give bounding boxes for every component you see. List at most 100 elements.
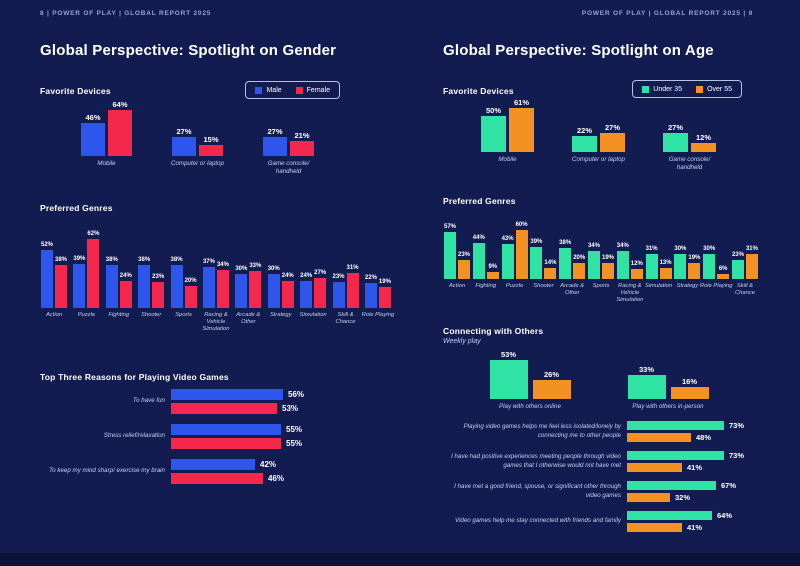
bar-value-label: 64% [717,510,733,520]
bar-value-label: 20% [573,255,586,261]
bar-value-label: 31% [346,265,359,271]
bar-female [314,278,327,308]
bar-value-label: 27% [604,122,620,132]
bar-value-label: 30% [235,266,248,272]
bar-value-label: 32% [675,492,691,502]
category-label: Sports [175,312,192,318]
bar-pair: 30% 19% [674,220,700,279]
legend-item-male: Male [255,86,282,94]
bar-value-label: 38% [55,257,68,263]
bar-cell: 38% [105,257,118,308]
bar-cell: 38% [170,257,183,308]
bar-female [108,110,132,156]
bar-value-label: 23% [731,252,744,258]
bar-group: I have met a good friend, spouse, or sig… [443,481,744,502]
bar-cell: 48% [627,433,744,442]
category-label: Computer or laptop [572,156,625,163]
heading-preferred-genres-gender: Preferred Genres [40,203,113,213]
bar-value-label: 61% [513,97,529,107]
bar-over-55 [544,268,557,279]
page-title-gender: Global Perspective: Spotlight on Gender [40,42,337,59]
bar-value-label: 34% [616,243,629,249]
bar-group: 38% 23% Shooter [137,228,165,334]
bar-cell: 60% [515,222,528,279]
category-label: Skill & Chance [734,283,755,297]
bar-over-55 [630,269,643,279]
bar-cell: 38% [55,257,67,308]
bar-female [346,273,359,308]
bar-female [281,281,294,308]
bar-value-label: 21% [294,130,310,140]
bar-male [40,250,53,308]
bar-group: 23% 31% Skill & Chance [731,220,759,305]
bar-value-label: 12% [630,261,643,267]
bar-pair: 57% 23% [443,220,470,279]
bar-male [105,265,118,308]
bar-value-label: 24% [281,273,294,279]
bar-cell: 73% [627,421,744,430]
category-label: I have had positive experiences meeting … [451,453,621,469]
category-label: To have fun [132,397,165,405]
chart-connection-statements: Playing video games helps me feel less i… [443,421,744,541]
legend-age: Under 35 Over 55 [632,80,742,98]
bar-female [152,282,165,308]
bar-pair: 27% 21% [263,100,314,156]
bar-female [184,286,197,308]
bar-value-label: 52% [40,242,53,248]
bar-group: 57% 23% Action [443,220,471,305]
bar-under-35 [627,421,724,430]
heading-connecting-with-others: Connecting with Others [443,326,544,336]
bar-value-label: 22% [364,275,377,281]
bar-pair: 33% 16% [627,351,709,399]
bar-group: I have had positive experiences meeting … [443,451,744,472]
bar-value-label: 38% [105,257,118,263]
bar-value-label: 44% [472,235,485,241]
bar-under-35 [501,244,514,279]
page-spotlight-gender: 8 | POWER OF PLAY | GLOBAL REPORT 2025 G… [40,0,400,566]
bar-pair: 39% 62% [73,228,99,308]
category-label: Stress relief/relaxation [103,432,165,440]
bar-cell: 57% [443,224,456,279]
bar-group: 46% 64% Mobile [61,100,152,176]
bar-cell: 26% [532,369,571,399]
bar-value-label: 6% [718,266,728,272]
bar-female [171,473,263,484]
page-bottom-band [0,553,800,566]
heading-preferred-genres-age: Preferred Genres [443,196,516,206]
bar-group: 23% 31% Skill & Chance [332,228,360,334]
bar-cell: 21% [290,130,314,156]
bar-female [171,438,281,449]
running-header-left: 8 | POWER OF PLAY | GLOBAL REPORT 2025 [40,10,212,17]
bar-value-label: 48% [696,432,712,442]
bar-under-35 [627,375,666,399]
bar-value-label: 27% [267,126,283,136]
page-spotlight-age: POWER OF PLAY | GLOBAL REPORT 2025 | 9 G… [443,0,793,566]
female-swatch-icon [295,86,303,94]
bar-value-label: 46% [268,473,285,483]
bar-over-55 [627,433,691,442]
bar-pair: 73% 41% [627,451,744,472]
category-label: Fighting [475,283,497,289]
bar-value-label: 73% [729,450,745,460]
bar-over-55 [601,263,614,279]
bar-group: 27% 21% Game console/ handheld [243,100,334,176]
legend-item-over55: Over 55 [696,85,732,93]
bar-male [235,274,248,308]
bar-cell: 15% [199,135,223,156]
bar-pair: 52% 38% [40,228,67,308]
bar-pair: 38% 20% [559,220,585,279]
bar-over-55 [515,230,528,279]
bar-cell: 32% [627,493,736,502]
bar-female [119,281,132,308]
chart-favorite-devices-age: 50% 61% Mobile 22% 27% Computer or laptop 27% 1… [443,98,800,172]
heading-favorite-devices-gender: Favorite Devices [40,86,111,96]
bar-value-label: 34% [216,262,229,268]
bar-cell: 73% [627,451,744,460]
bar-cell: 14% [544,260,556,279]
bar-female [378,287,391,308]
bar-cell: 64% [627,511,732,520]
bar-value-label: 26% [543,369,559,379]
bar-value-label: 39% [73,256,86,262]
heading-favorite-devices-age: Favorite Devices [443,86,514,96]
bar-cell: 27% [263,126,287,156]
